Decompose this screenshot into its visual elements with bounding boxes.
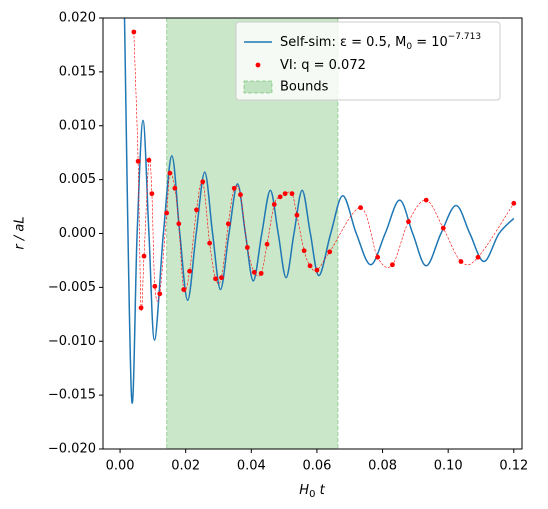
x-tick-label: 0.02 [171, 459, 200, 474]
vi-point [307, 263, 313, 269]
y-tick-label: 0.015 [59, 64, 96, 79]
vi-point [423, 197, 429, 203]
vi-point [294, 212, 300, 218]
x-tick-label: 0.12 [499, 459, 528, 474]
legend-label-main: VI: q = 0.072 [280, 58, 366, 73]
y-tick-label: 0.000 [59, 226, 96, 241]
legend: Self-sim: ε = 0.5, M0 = 10−7.713 VI: q = … [235, 21, 501, 101]
x-tick-label: 0.10 [434, 459, 463, 474]
legend-box [235, 21, 501, 101]
legend-label: VI: q = 0.072 [280, 58, 366, 73]
x-label-tail: t [315, 483, 325, 498]
vi-point [475, 254, 481, 260]
vi-point [389, 262, 395, 268]
vi-point [440, 225, 446, 231]
x-label-sub: 0 [309, 489, 315, 500]
vi-point [149, 191, 155, 197]
legend-label-sup: −7.713 [448, 32, 481, 42]
y-tick-label: −0.020 [48, 442, 96, 457]
vi-point [458, 259, 464, 264]
vi-point [172, 185, 178, 191]
self-sim-line [123, 18, 515, 404]
vi-point [157, 291, 163, 297]
vi-point [258, 270, 264, 276]
vi-point [289, 191, 295, 197]
vi-point [152, 283, 158, 289]
x-tick-label: 0.00 [106, 459, 135, 474]
vi-point [375, 254, 381, 260]
y-axis-label: r / aL [13, 216, 28, 249]
vi-point [406, 219, 411, 225]
vi-point [511, 200, 517, 206]
legend-dot [255, 62, 261, 68]
vi-point [138, 305, 144, 311]
vi-point [231, 185, 237, 191]
legend-label-main: Self-sim: ε = 0.5, M [280, 35, 406, 50]
legend-label: Self-sim: ε = 0.5, M0 = 10−7.713 [280, 32, 481, 52]
legend-label: Bounds [280, 80, 329, 95]
x-tick-label: 0.04 [237, 459, 266, 474]
y-tick-label: −0.010 [48, 334, 96, 349]
vi-point [187, 268, 193, 274]
y-tick-label: −0.005 [48, 280, 96, 295]
vi-point [277, 194, 283, 200]
legend-patch [243, 80, 273, 94]
x-tick-label: 0.08 [368, 459, 397, 474]
x-label-main: H [299, 483, 309, 498]
vi-point [181, 287, 187, 292]
vi-point [164, 210, 170, 216]
vi-point [213, 276, 218, 282]
legend-label-sub: 0 [406, 42, 412, 52]
vi-point [225, 221, 231, 227]
vi-point [314, 267, 320, 273]
vi-point [327, 249, 333, 255]
vi-point [238, 192, 243, 198]
y-tick-label: 0.005 [59, 172, 96, 187]
x-axis-label: H0 t [299, 483, 325, 501]
legend-label-tail: = 10 [412, 35, 448, 50]
x-tick-label: 0.06 [302, 459, 331, 474]
vi-point [194, 207, 199, 213]
vi-point [146, 157, 152, 163]
vi-point [282, 191, 288, 197]
vi-point [131, 29, 137, 35]
vi-point [207, 240, 213, 246]
vi-point [176, 221, 182, 227]
vi-point [167, 170, 173, 176]
vi-point [244, 245, 250, 250]
vi-point [251, 269, 257, 275]
vi-point [271, 202, 277, 207]
vi-point [219, 275, 224, 281]
y-tick-label: 0.020 [59, 11, 96, 26]
y-tick-label: −0.015 [48, 388, 96, 403]
vi-point [358, 205, 363, 211]
y-tick-label: 0.010 [59, 118, 96, 133]
vi-point [135, 158, 141, 164]
vi-point [200, 179, 206, 185]
vi-point [264, 241, 270, 247]
vi-point [301, 248, 307, 254]
vi-point [141, 253, 147, 259]
